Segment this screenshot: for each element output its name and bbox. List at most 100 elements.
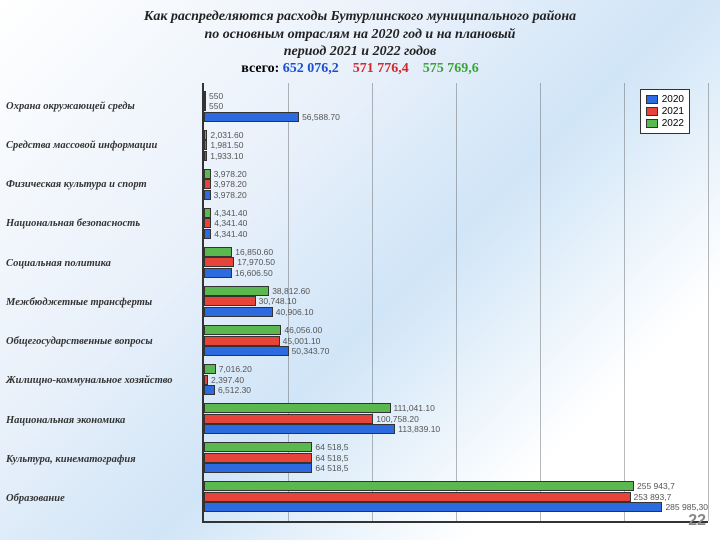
title-line-3: период 2021 и 2022 годов	[30, 43, 690, 61]
bar-row: 30,748.10	[204, 296, 708, 306]
bar-value: 113,839.10	[395, 424, 440, 434]
bar-row: 16,606.50	[204, 268, 708, 278]
legend-label: 2020	[662, 94, 684, 105]
bar-row: 550	[204, 101, 708, 111]
bar	[204, 414, 373, 424]
bar	[204, 268, 232, 278]
total-2022: 575 769,6	[423, 61, 479, 76]
legend-item: 2021	[646, 106, 684, 117]
bar-group: 46,056.0045,001.1050,343.70	[204, 325, 708, 357]
bar-value: 30,748.10	[256, 296, 297, 306]
totals-label: всего:	[241, 61, 279, 76]
bar-row: 253 893,7	[204, 492, 708, 502]
legend-item: 2020	[646, 94, 684, 105]
bar	[204, 179, 211, 189]
bar-value: 550	[206, 101, 223, 111]
legend-swatch	[646, 95, 658, 104]
bar-row: 4,341.40	[204, 218, 708, 228]
category-label: Общегосударственные вопросы	[6, 336, 198, 347]
bar-group: 550550 56,588.70	[204, 90, 708, 122]
bar-group: 38,812.6030,748.1040,906.10	[204, 285, 708, 317]
bar	[204, 247, 232, 257]
bar-value: 4,341.40	[211, 218, 247, 228]
bar-value: 64 518,5	[312, 463, 348, 473]
bar-row: 1,981.50	[204, 140, 708, 150]
bar-row: 40,906.10	[204, 307, 708, 317]
bar	[204, 442, 312, 452]
plot-area: 550550 56,588.70 2,031.601,981.501,933.10 3…	[202, 83, 708, 523]
bar	[204, 453, 312, 463]
bar-group: 64 518,564 518,564 518,5	[204, 442, 708, 474]
bar-value: 2,397.40	[208, 375, 244, 385]
category-label: Культура, кинематография	[6, 454, 198, 465]
y-axis-labels: Охрана окружающей средыСредства массовой…	[6, 83, 202, 523]
bar-row: 64 518,5	[204, 463, 708, 473]
category-label: Физическая культура и спорт	[6, 179, 198, 190]
bar-row: 6,512.30	[204, 385, 708, 395]
bar	[204, 336, 280, 346]
bar-group: 2,031.601,981.501,933.10	[204, 129, 708, 161]
bar-value: 4,341.40	[211, 229, 247, 239]
bar	[204, 112, 299, 122]
bar-row: 1,933.10	[204, 151, 708, 161]
grid-line	[708, 83, 709, 521]
legend-label: 2021	[662, 106, 684, 117]
bar-row: 3,978.20	[204, 190, 708, 200]
bar-row: 17,970.50	[204, 257, 708, 267]
bar-row: 56,588.70	[204, 112, 708, 122]
category-label: Жилищно-коммунальное хозяйство	[6, 375, 198, 386]
bar-row: 38,812.60	[204, 286, 708, 296]
bar-row: 4,341.40	[204, 208, 708, 218]
bar-value: 1,981.50	[207, 140, 243, 150]
bar	[204, 364, 216, 374]
bar-row: 4,341.40	[204, 229, 708, 239]
title-line-2: по основным отраслям на 2020 год и на пл…	[30, 26, 690, 44]
bar-group: 4,341.404,341.404,341.40	[204, 207, 708, 239]
bar-value: 46,056.00	[281, 325, 322, 335]
page-number: 22	[688, 512, 706, 530]
bar-row: 2,031.60	[204, 130, 708, 140]
bar-row: 113,839.10	[204, 424, 708, 434]
bar-value: 550	[206, 91, 223, 101]
totals-line: всего: 652 076,2 571 776,4 575 769,6	[30, 61, 690, 77]
bar-value: 111,041.10	[391, 403, 435, 413]
bar-value: 45,001.10	[280, 336, 321, 346]
legend-label: 2022	[662, 118, 684, 129]
bar-row: 46,056.00	[204, 325, 708, 335]
category-label: Межбюджетные трансферты	[6, 297, 198, 308]
category-label: Образование	[6, 493, 198, 504]
bar-value: 64 518,5	[312, 453, 348, 463]
bar-value: 16,850.60	[232, 247, 273, 257]
bar-value: 50,343.70	[289, 346, 330, 356]
bar-value: 253 893,7	[631, 492, 672, 502]
bar-row: 255 943,7	[204, 481, 708, 491]
legend-item: 2022	[646, 118, 684, 129]
bar	[204, 502, 662, 512]
category-label: Охрана окружающей среды	[6, 101, 198, 112]
bar-value: 6,512.30	[215, 385, 251, 395]
legend-swatch	[646, 107, 658, 116]
category-label: Национальная экономика	[6, 415, 198, 426]
bar-value: 7,016.20	[216, 364, 252, 374]
bar-row: 285 985,30	[204, 502, 708, 512]
bar-group: 255 943,7253 893,7285 985,30	[204, 481, 708, 513]
bar-value: 17,970.50	[234, 257, 275, 267]
bar-value: 285 985,30	[662, 502, 708, 512]
bar-value: 1,933.10	[207, 151, 243, 161]
bar	[204, 424, 395, 434]
bar-value: 56,588.70	[299, 112, 340, 122]
category-label: Национальная безопасность	[6, 218, 198, 229]
bar-groups: 550550 56,588.70 2,031.601,981.501,933.10 3…	[204, 83, 708, 521]
bar-value: 100,758.20	[373, 414, 419, 424]
bar-value: 4,341.40	[211, 208, 247, 218]
bar	[204, 463, 312, 473]
category-label: Социальная политика	[6, 258, 198, 269]
bar	[204, 403, 391, 413]
bar-value: 64 518,5	[312, 442, 348, 452]
bar-value: 2,031.60	[207, 130, 243, 140]
bar-row: 2,397.40	[204, 375, 708, 385]
title-block: Как распределяются расходы Бутурлинского…	[0, 0, 720, 79]
bar-value: 255 943,7	[634, 481, 675, 491]
bar	[204, 218, 211, 228]
bar-row: 111,041.10	[204, 403, 708, 413]
